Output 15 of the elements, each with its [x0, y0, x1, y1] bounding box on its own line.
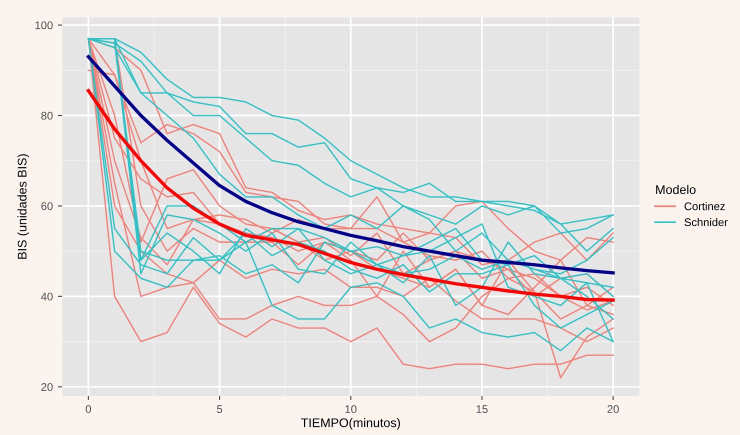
- y-tick-label: 100: [35, 21, 53, 30]
- y-axis-title: BIS (unidades BIS): [17, 154, 30, 259]
- y-tick-label: 80: [41, 112, 53, 120]
- x-tick-label: 20: [608, 405, 619, 414]
- x-tick-label: 15: [476, 405, 488, 414]
- y-tick-label: 40: [41, 292, 53, 301]
- y-tick-label: 60: [41, 202, 53, 210]
- x-axis-title: TIEMPO(minutos): [301, 418, 400, 430]
- x-tick-label: 0: [86, 405, 92, 414]
- x-tick-label: 5: [216, 405, 222, 414]
- y-tick-label: 20: [41, 383, 53, 391]
- x-tick-label: 10: [345, 405, 357, 414]
- legend-label: Schnider: [684, 218, 728, 226]
- legend-title: Modelo: [656, 184, 696, 194]
- legend-label: Cortinez: [684, 202, 725, 210]
